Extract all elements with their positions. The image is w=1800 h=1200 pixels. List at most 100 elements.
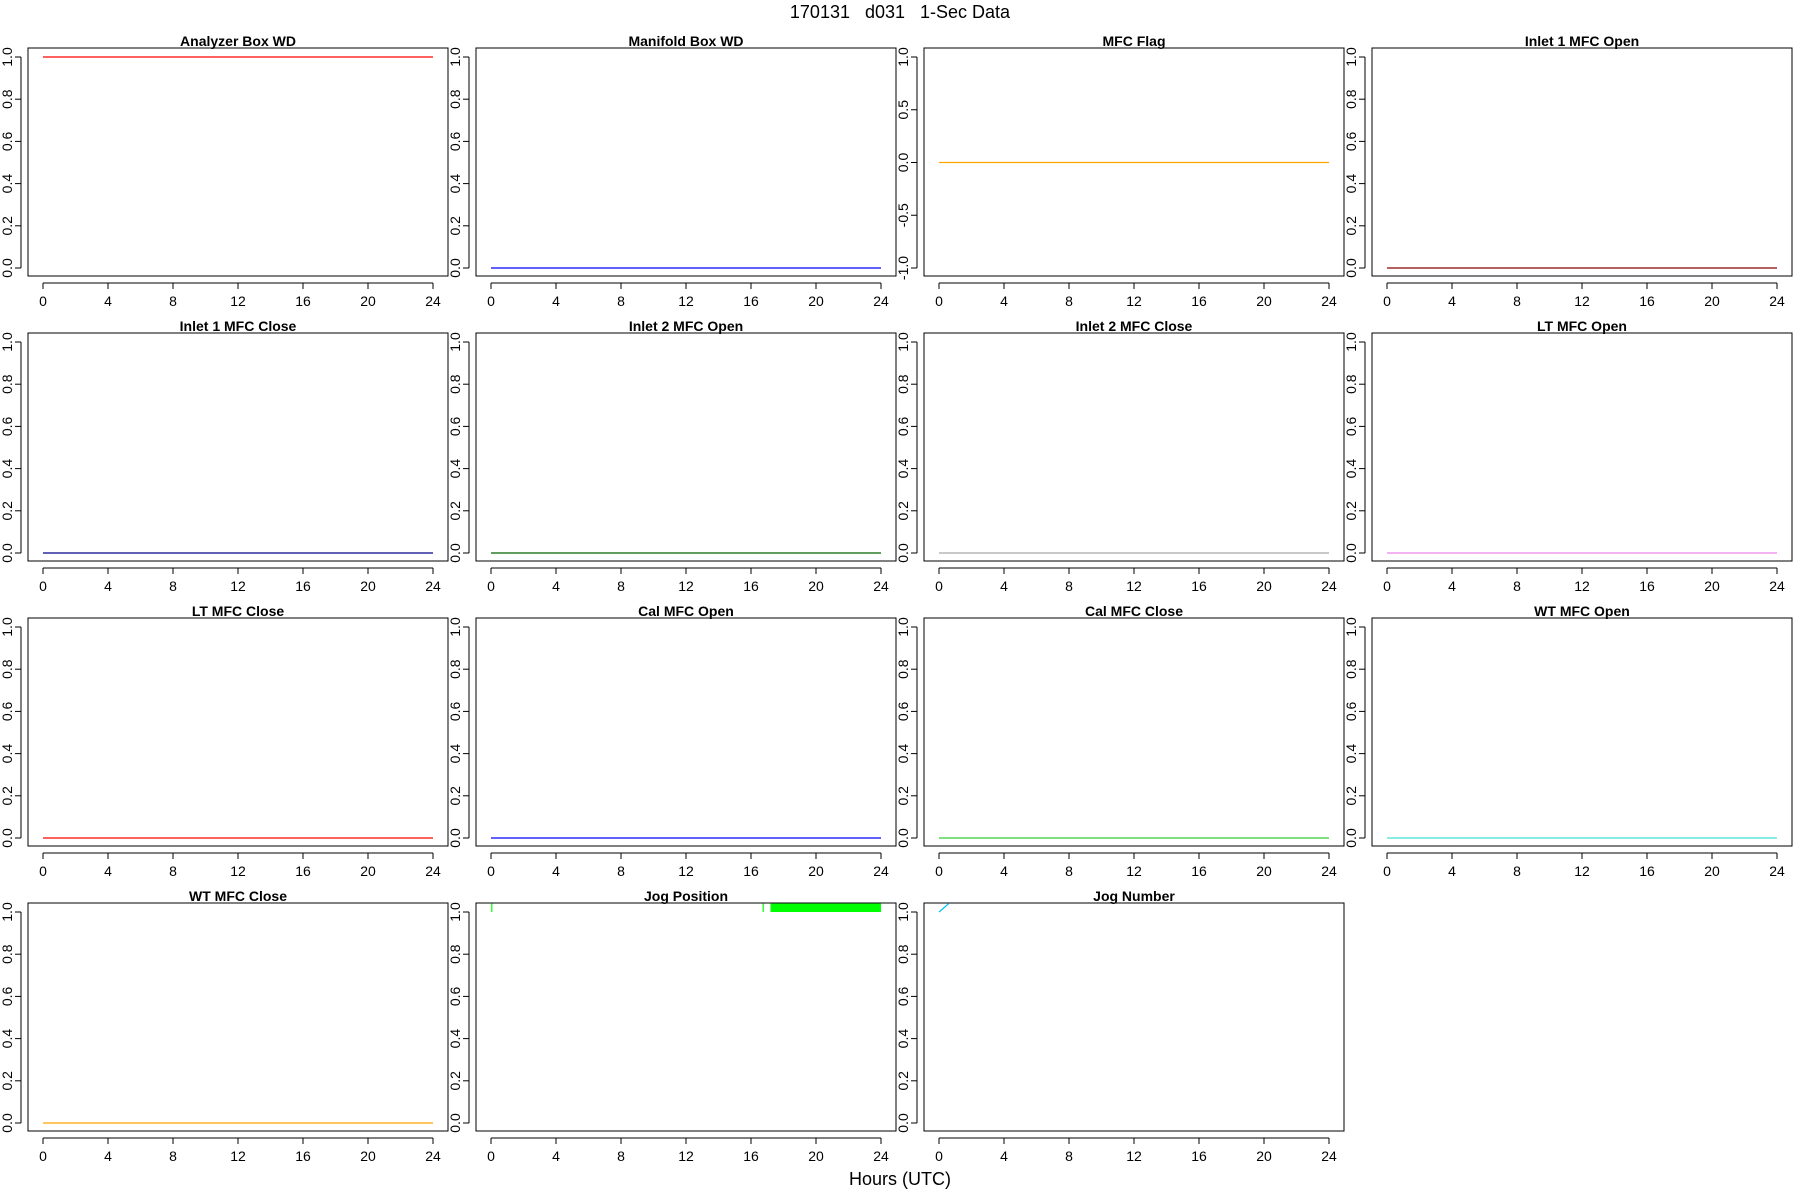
x-tick-label: 8 — [1065, 578, 1073, 594]
x-tick-label: 24 — [873, 863, 889, 879]
x-tick-label: 16 — [295, 863, 311, 879]
x-tick-label: 20 — [360, 1148, 376, 1164]
x-tick-label: 12 — [678, 863, 694, 879]
x-tick-label: 8 — [617, 293, 625, 309]
x-tick-label: 12 — [230, 578, 246, 594]
y-tick-label: -1.0 — [895, 256, 911, 280]
y-tick-label: 0.0 — [447, 828, 463, 848]
y-tick-label: 0.6 — [895, 416, 911, 436]
x-tick-label: 8 — [1065, 1148, 1073, 1164]
x-tick-label: 24 — [1769, 293, 1785, 309]
panel-11: Cal MFC Close 0 4 8 12 16 20 24 0.0 0.2 0.4 0.6 0.8 1… — [895, 603, 1345, 879]
panel-title: Cal MFC Close — [1085, 603, 1183, 619]
x-tick-label: 12 — [230, 293, 246, 309]
x-tick-label: 24 — [425, 293, 441, 309]
y-tick-label: 0.8 — [447, 659, 463, 679]
y-tick-label: 0.0 — [447, 543, 463, 563]
y-tick-label: 0.0 — [447, 1113, 463, 1133]
x-tick-label: 24 — [873, 578, 889, 594]
x-tick-label: 0 — [487, 293, 495, 309]
x-tick-label: 12 — [1574, 293, 1590, 309]
panel-title: Jog Number — [1093, 888, 1175, 904]
x-tick-label: 4 — [1000, 293, 1008, 309]
x-tick-label: 16 — [1639, 578, 1655, 594]
x-tick-label: 16 — [1191, 1148, 1207, 1164]
x-tick-label: 24 — [1769, 863, 1785, 879]
y-tick-label: 0.0 — [0, 543, 15, 563]
y-tick-label: 0.2 — [0, 501, 15, 521]
y-tick-label: 0.0 — [895, 828, 911, 848]
y-tick-label: 1.0 — [1343, 332, 1359, 352]
x-tick-label: 0 — [1383, 293, 1391, 309]
y-tick-label: 0.2 — [0, 216, 15, 236]
y-tick-label: 0.8 — [0, 89, 15, 109]
x-tick-label: 4 — [552, 863, 560, 879]
y-tick-label: 1.0 — [447, 332, 463, 352]
y-tick-label: 0.0 — [1343, 543, 1359, 563]
x-tick-label: 8 — [169, 1148, 177, 1164]
y-tick-label: 0.2 — [447, 1071, 463, 1091]
x-tick-label: 20 — [1704, 578, 1720, 594]
x-tick-label: 0 — [487, 863, 495, 879]
y-tick-label: 0.0 — [895, 1113, 911, 1133]
y-tick-label: 0.2 — [895, 1071, 911, 1091]
x-tick-label: 8 — [1065, 863, 1073, 879]
y-tick-label: 0.8 — [895, 944, 911, 964]
y-tick-label: 0.4 — [895, 744, 911, 764]
x-tick-label: 12 — [678, 1148, 694, 1164]
x-tick-label: 0 — [935, 293, 943, 309]
x-tick-label: 24 — [873, 1148, 889, 1164]
panel-title: Inlet 2 MFC Open — [629, 318, 743, 334]
panel-title: Cal MFC Open — [638, 603, 734, 619]
y-tick-label: 0.4 — [447, 174, 463, 194]
panel-title: WT MFC Open — [1534, 603, 1630, 619]
y-tick-label: 0.8 — [895, 374, 911, 394]
x-tick-label: 4 — [104, 578, 112, 594]
y-tick-label: 0.8 — [447, 944, 463, 964]
panel-8: LT MFC Open 0 4 8 12 16 20 24 0.0 0.2 0.4 0.6 0.8 1.0 — [1343, 318, 1793, 594]
panel-14: Jog Position 0 4 8 12 16 20 24 0.0 0.2 0.4 0.6 0.8 1.… — [447, 888, 897, 1164]
plot-frame — [475, 902, 897, 1132]
panel-7: Inlet 2 MFC Close 0 4 8 12 16 20 24 0.0 0.2 0.4 0.6… — [895, 318, 1345, 594]
x-tick-label: 8 — [617, 863, 625, 879]
y-tick-label: 0.6 — [447, 416, 463, 436]
panel-title: Inlet 2 MFC Close — [1076, 318, 1193, 334]
y-tick-label: 0.6 — [895, 701, 911, 721]
y-tick-label: 0.2 — [447, 216, 463, 236]
plot-frame — [923, 617, 1345, 847]
y-tick-label: 0.8 — [447, 89, 463, 109]
y-tick-label: 0.0 — [0, 258, 15, 278]
y-tick-label: 0.2 — [1343, 501, 1359, 521]
y-tick-label: 1.0 — [447, 47, 463, 67]
panel-title: Inlet 1 MFC Close — [180, 318, 297, 334]
y-tick-label: 0.2 — [895, 501, 911, 521]
x-tick-label: 24 — [1321, 863, 1337, 879]
y-tick-label: 0.4 — [895, 459, 911, 479]
x-tick-label: 4 — [552, 578, 560, 594]
panel-1: Analyzer Box WD 0 4 8 12 16 20 24 0.0 0.2 0.4 0.6 0.… — [0, 33, 449, 309]
y-tick-label: 0.4 — [447, 1029, 463, 1049]
x-tick-label: 8 — [169, 293, 177, 309]
y-tick-label: 0.8 — [0, 659, 15, 679]
y-tick-label: 0.6 — [447, 131, 463, 151]
panel-title: Manifold Box WD — [628, 33, 743, 49]
panel-title: LT MFC Open — [1537, 318, 1627, 334]
x-tick-label: 0 — [39, 863, 47, 879]
y-tick-label: 0.8 — [1343, 374, 1359, 394]
y-tick-label: 0.4 — [0, 459, 15, 479]
y-tick-label: 0.4 — [895, 1029, 911, 1049]
y-tick-label: 1.0 — [0, 332, 15, 352]
x-tick-label: 4 — [104, 1148, 112, 1164]
x-tick-label: 12 — [230, 863, 246, 879]
x-tick-label: 20 — [1704, 863, 1720, 879]
y-tick-label: 0.4 — [1343, 459, 1359, 479]
y-tick-label: 0.8 — [1343, 659, 1359, 679]
x-tick-label: 20 — [1256, 578, 1272, 594]
x-tick-label: 16 — [295, 1148, 311, 1164]
x-tick-label: 4 — [1000, 863, 1008, 879]
x-tick-label: 4 — [1448, 293, 1456, 309]
panel-title: WT MFC Close — [189, 888, 287, 904]
plot-frame — [1371, 332, 1793, 562]
x-tick-label: 12 — [1574, 578, 1590, 594]
x-tick-label: 16 — [743, 863, 759, 879]
